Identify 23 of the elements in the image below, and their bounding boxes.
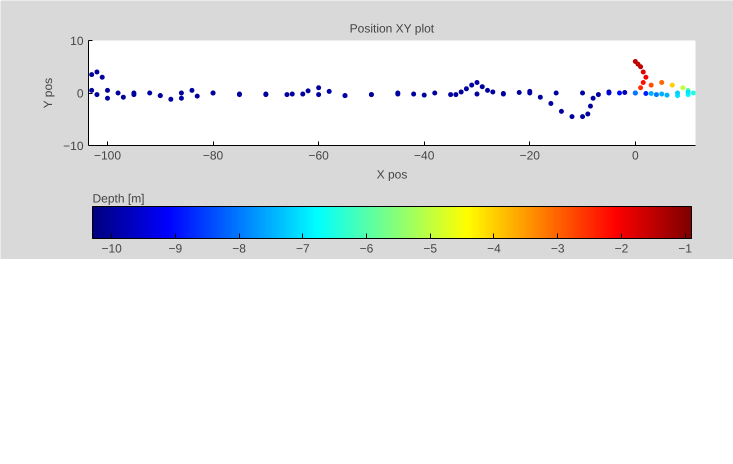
x-tick-label: −80	[202, 148, 224, 162]
color-bar-label: −2	[614, 242, 629, 256]
color-bar-label: −4	[487, 242, 502, 256]
x-tick-label: −60	[308, 148, 330, 162]
x-tick-label: −100	[94, 148, 122, 162]
y-tick-label: −10	[63, 139, 84, 153]
color-bar-label: −1	[678, 242, 692, 256]
chart-title: Position XY plot	[350, 22, 435, 36]
color-bar-label: −5	[423, 242, 438, 256]
y-tick-label: 10	[70, 34, 84, 48]
color-bar-label: −7	[296, 242, 310, 256]
x-axis-title: X pos	[376, 168, 408, 182]
x-tick-label: −20	[520, 148, 540, 162]
color-bar-label: −3	[550, 242, 565, 256]
color-bar-label: −8	[232, 242, 246, 256]
color-bar-label: −10	[101, 242, 122, 256]
color-bar-label: −6	[360, 242, 374, 256]
y-tick-label: 0	[76, 86, 84, 100]
y-axis-title: Y pos	[41, 78, 56, 108]
x-tick-label: −40	[414, 148, 435, 162]
color-bar-title: Depth [m]	[92, 192, 145, 206]
x-tick-label: 0	[632, 148, 639, 162]
color-bar-label: −9	[168, 242, 183, 256]
